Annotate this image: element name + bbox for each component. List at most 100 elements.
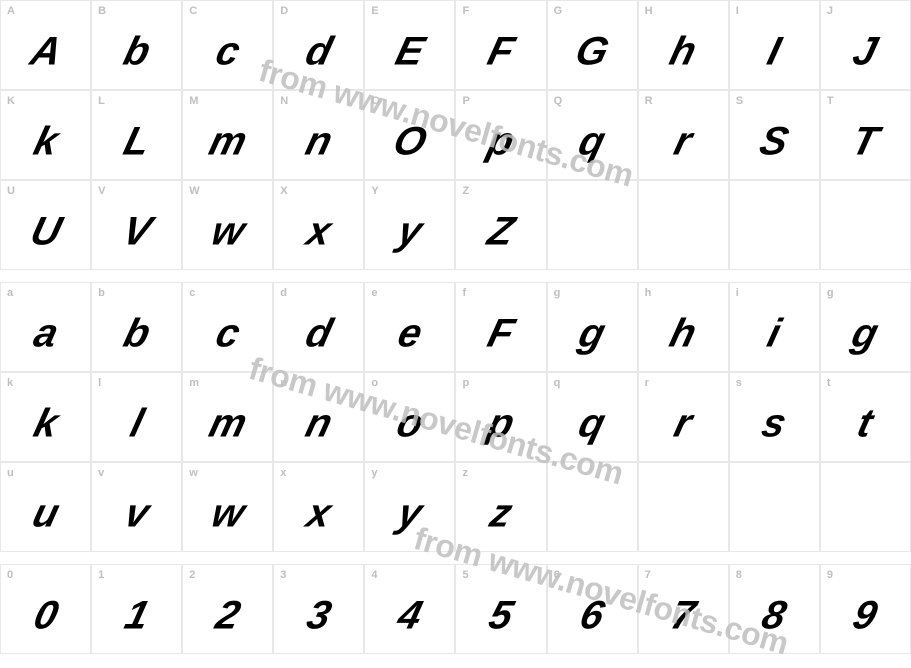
glyph-cell: Bb [91,0,182,90]
cell-label: g [827,287,834,299]
cell-glyph: F [483,312,519,357]
cell-label: x [280,467,286,479]
glyph-cell: ll [91,372,182,462]
cell-glyph: I [763,30,785,75]
glyph-cell: aa [0,282,91,372]
glyph-cell: vv [91,462,182,552]
cell-glyph: 5 [484,594,517,639]
cell-label: K [7,95,15,107]
cell-glyph: y [393,492,426,537]
cell-label: O [371,95,380,107]
cell-label: 3 [280,569,286,581]
cell-glyph: t [853,402,878,447]
grid-row: KkLLMmNnOOPpQqRrSSTT [0,90,911,180]
cell-glyph: S [755,120,793,165]
cell-label: s [736,377,742,389]
glyph-cell: 77 [638,564,729,654]
cell-label: 6 [554,569,560,581]
character-map-grid: AABbCcDdEEFFGGHhIIJJKkLLMmNnOOPpQqRrSSTT… [0,0,911,654]
cell-glyph: r [670,120,697,165]
cell-glyph: x [302,492,335,537]
glyph-cell: pp [455,372,546,462]
cell-label: Q [554,95,563,107]
cell-label: 5 [462,569,468,581]
cell-label: L [98,95,105,107]
cell-glyph: p [483,120,519,165]
cell-label: D [280,5,288,17]
cell-label: v [98,467,104,479]
glyph-cell: JJ [820,0,911,90]
glyph-cell [729,462,820,552]
cell-glyph: n [301,120,337,165]
glyph-cell: 22 [182,564,273,654]
cell-glyph: Z [483,210,519,255]
glyph-cell: Dd [273,0,364,90]
cell-glyph: c [211,30,244,75]
cell-glyph: G [571,30,613,75]
glyph-cell: 99 [820,564,911,654]
cell-glyph: O [389,120,431,165]
glyph-cell: uu [0,462,91,552]
cell-label: u [7,467,14,479]
glyph-cell: Ww [182,180,273,270]
cell-glyph: m [204,402,251,447]
glyph-cell: Yy [364,180,455,270]
cell-glyph: e [393,312,426,357]
glyph-cell: ii [729,282,820,372]
cell-glyph: E [391,30,429,75]
section-spacer [0,270,911,282]
grid-row: kkllmmnnooppqqrrsstt [0,372,911,462]
glyph-cell: ww [182,462,273,552]
cell-label: P [462,95,469,107]
cell-glyph: o [392,402,428,447]
cell-label: F [462,5,469,17]
glyph-cell: SS [729,90,820,180]
glyph-cell: dd [273,282,364,372]
cell-glyph: J [849,30,882,75]
cell-glyph: T [848,120,884,165]
cell-label: Y [371,185,378,197]
cell-glyph: n [301,402,337,447]
cell-label: Z [462,185,469,197]
glyph-cell: ZZ [455,180,546,270]
cell-label: J [827,5,833,17]
glyph-cell: 55 [455,564,546,654]
cell-glyph: w [207,492,249,537]
glyph-cell: Kk [0,90,91,180]
glyph-cell: Pp [455,90,546,180]
cell-label: e [371,287,377,299]
cell-label: o [371,377,378,389]
cell-label: g [554,287,561,299]
cell-label: l [98,377,101,389]
cell-glyph: 0 [29,594,62,639]
glyph-cell: AA [0,0,91,90]
glyph-cell: tt [820,372,911,462]
glyph-cell: rr [638,372,729,462]
cell-glyph: 7 [666,594,699,639]
cell-glyph: k [29,402,62,447]
glyph-cell: bb [91,282,182,372]
glyph-cell: oo [364,372,455,462]
cell-label: p [462,377,469,389]
glyph-cell: UU [0,180,91,270]
glyph-cell: LL [91,90,182,180]
cell-glyph: q [574,120,610,165]
glyph-cell: ee [364,282,455,372]
cell-label: w [189,467,198,479]
cell-label: N [280,95,288,107]
grid-row: aabbccddeefFgghhiigg [0,282,911,372]
cell-label: I [736,5,739,17]
cell-glyph: b [119,30,155,75]
cell-glyph: 1 [120,594,153,639]
cell-label: 4 [371,569,377,581]
cell-label: r [645,377,649,389]
cell-label: d [280,287,287,299]
glyph-cell [729,180,820,270]
cell-label: 8 [736,569,742,581]
cell-glyph: w [207,210,249,255]
cell-glyph: L [119,120,155,165]
cell-label: t [827,377,831,389]
cell-glyph: p [483,402,519,447]
glyph-cell: Xx [273,180,364,270]
glyph-cell: EE [364,0,455,90]
